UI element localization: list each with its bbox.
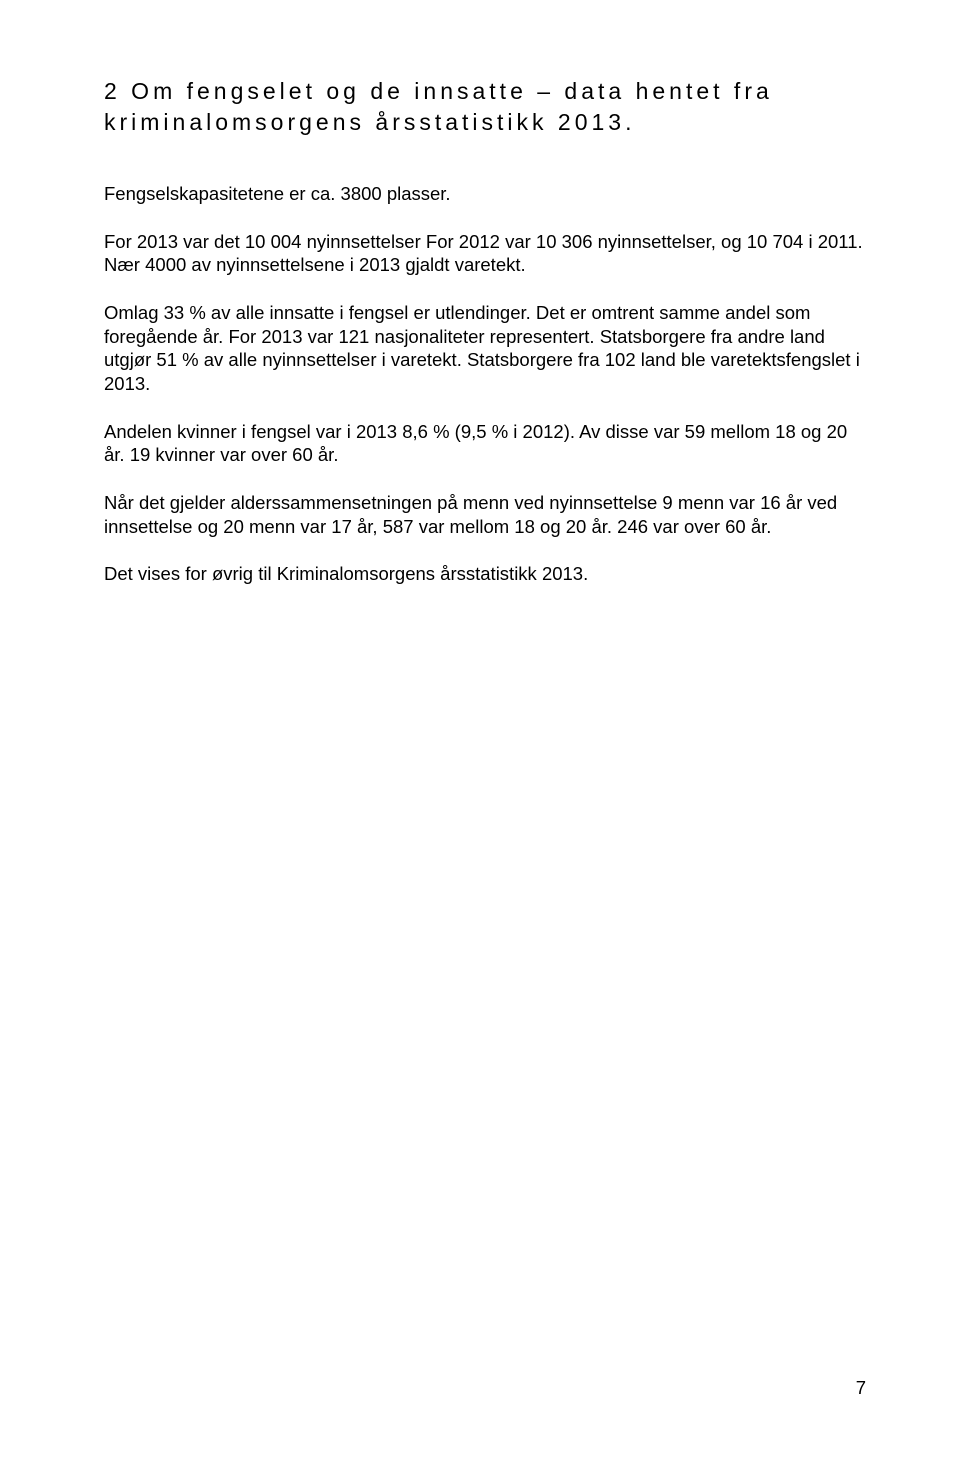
paragraph-2: For 2013 var det 10 004 nyinnsettelser F… bbox=[104, 230, 872, 277]
paragraph-1: Fengselskapasitetene er ca. 3800 plasser… bbox=[104, 182, 872, 206]
paragraph-4: Andelen kvinner i fengsel var i 2013 8,6… bbox=[104, 420, 872, 467]
section-heading: 2 Om fengselet og de innsatte – data hen… bbox=[104, 76, 872, 138]
paragraph-5: Når det gjelder alderssammensetningen på… bbox=[104, 491, 872, 538]
paragraph-3: Omlag 33 % av alle innsatte i fengsel er… bbox=[104, 301, 872, 396]
heading-line2: kriminalomsorgens årsstatistikk 2013. bbox=[104, 109, 635, 135]
heading-line1: 2 Om fengselet og de innsatte – data hen… bbox=[104, 78, 773, 104]
page-number: 7 bbox=[856, 1377, 866, 1399]
paragraph-6: Det vises for øvrig til Kriminalomsorgen… bbox=[104, 562, 872, 586]
